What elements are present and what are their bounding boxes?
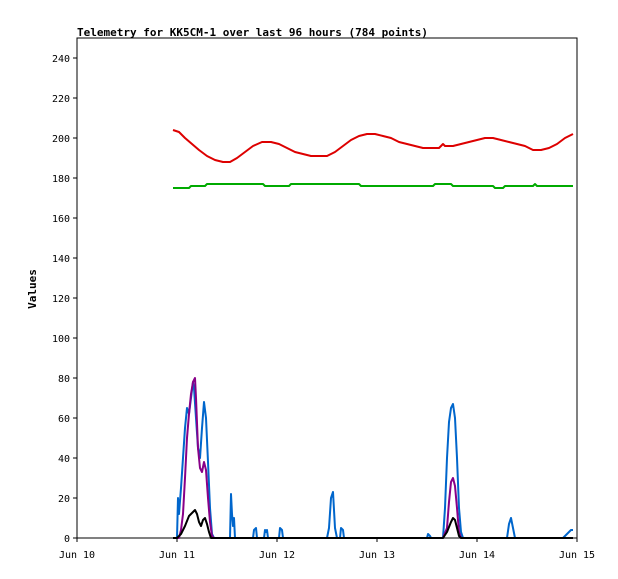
x-tick-label: Jun 15 bbox=[559, 550, 595, 561]
y-axis: 0 20 40 60 80 100 120 140 160 180 200 220 240 bbox=[52, 54, 77, 545]
x-axis: Jun 10 Jun 11 Jun 12 Jun 13 Jun 14 Jun 15 bbox=[59, 538, 595, 561]
x-tick-label: Jun 14 bbox=[459, 550, 495, 561]
series-layer bbox=[172, 129, 574, 539]
series-line-4 bbox=[173, 377, 573, 539]
y-tick-label: 160 bbox=[52, 214, 70, 225]
y-tick-label: 0 bbox=[64, 534, 70, 545]
series-line-1 bbox=[172, 129, 574, 163]
plot-frame bbox=[76, 37, 578, 539]
y-axis-label: Values bbox=[26, 269, 39, 309]
series-line-2 bbox=[173, 183, 573, 189]
y-tick-label: 120 bbox=[52, 294, 70, 305]
y-tick-label: 80 bbox=[58, 374, 70, 385]
chart-title: Telemetry for KK5CM-1 over last 96 hours… bbox=[77, 26, 428, 39]
y-tick-label: 180 bbox=[52, 174, 70, 185]
x-tick-label: Jun 11 bbox=[159, 550, 195, 561]
y-tick-label: 60 bbox=[58, 414, 70, 425]
y-tick-label: 240 bbox=[52, 54, 70, 65]
x-tick-label: Jun 10 bbox=[59, 550, 95, 561]
y-tick-label: 200 bbox=[52, 134, 70, 145]
x-tick-label: Jun 12 bbox=[259, 550, 295, 561]
y-tick-label: 140 bbox=[52, 254, 70, 265]
y-tick-label: 100 bbox=[52, 334, 70, 345]
x-tick-label: Jun 13 bbox=[359, 550, 395, 561]
y-tick-label: 220 bbox=[52, 94, 70, 105]
y-tick-label: 40 bbox=[58, 454, 70, 465]
series-line-5 bbox=[173, 509, 573, 539]
y-tick-label: 20 bbox=[58, 494, 70, 505]
